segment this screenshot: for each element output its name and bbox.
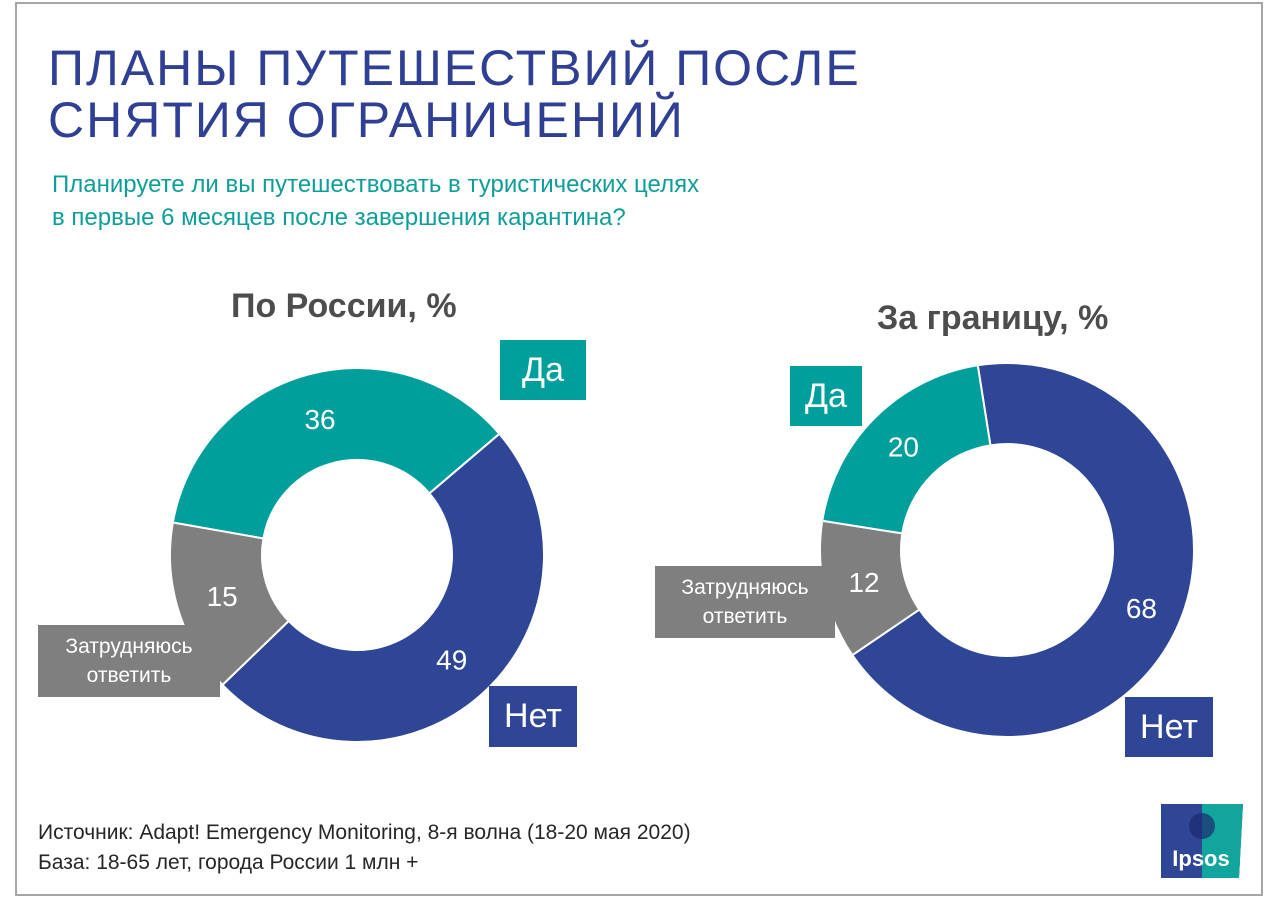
legend-no-abroad: Нет xyxy=(1125,697,1213,757)
slide-subtitle: Планируете ли вы путешествовать в турист… xyxy=(52,171,700,231)
slide-frame xyxy=(15,2,1263,896)
legend-yes-russia: Да xyxy=(500,340,586,400)
ipsos-logo: Ipsos xyxy=(1161,804,1243,878)
data-label: 36 xyxy=(304,404,335,435)
svg-text:Ipsos: Ipsos xyxy=(1172,846,1229,871)
slide-title: ПЛАНЫ ПУТЕШЕСТВИЙ ПОСЛЕ СНЯТИЯ ОГРАНИЧЕН… xyxy=(48,40,861,148)
source-note: Источник: Adapt! Emergency Monitoring, 8… xyxy=(38,821,691,874)
data-label: 15 xyxy=(207,581,238,612)
data-label: 68 xyxy=(1126,593,1157,624)
donut-segment xyxy=(221,432,545,743)
legend-unsure-russia: Затрудняюсь ответить xyxy=(38,625,220,697)
donut-segment xyxy=(850,362,1195,738)
legend-no-russia: Нет xyxy=(489,686,577,747)
donut-segment xyxy=(821,364,992,535)
donut-segment xyxy=(171,367,501,540)
data-label: 12 xyxy=(848,567,879,598)
legend-yes-abroad: Да xyxy=(790,366,862,426)
chart-title-abroad: За границу, % xyxy=(877,299,1109,337)
legend-unsure-abroad: Затрудняюсь ответить xyxy=(655,566,835,638)
data-label: 49 xyxy=(436,644,467,675)
chart-title-russia: По России, % xyxy=(231,287,457,325)
data-label: 20 xyxy=(888,431,919,462)
